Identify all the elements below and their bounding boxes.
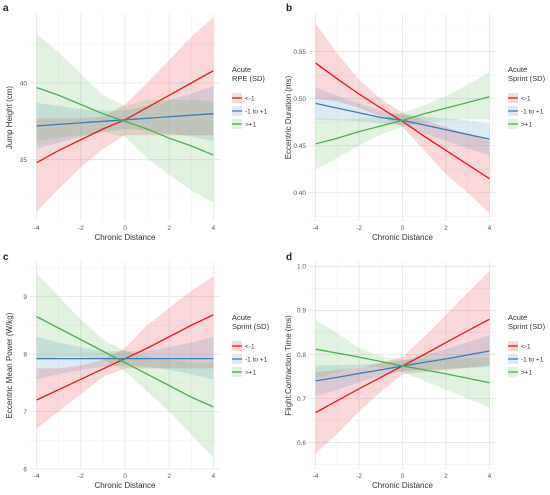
ci-ribbon-2	[36, 273, 214, 458]
ci-ribbon-0	[315, 270, 490, 454]
x-axis-label: Chronic Distance	[372, 233, 433, 242]
y-tick-label: 35	[20, 157, 28, 164]
legend-label: <-1	[521, 96, 531, 103]
x-tick-label: 0	[123, 225, 127, 232]
gridlines	[309, 14, 496, 221]
legend-label: <-1	[245, 96, 255, 103]
y-tick-label: 40	[20, 80, 28, 87]
legend-label: -1 to +1	[521, 109, 544, 116]
y-tick-label: 0.50	[293, 96, 306, 103]
series-line-2	[315, 96, 490, 145]
y-tick-label: 1.0	[297, 264, 306, 271]
x-tick-label: -4	[313, 473, 319, 480]
x-tick-label: 4	[212, 473, 216, 480]
y-axis-label: Eccentric Mean Power (W/kg)	[5, 312, 14, 418]
panel-tag: c	[3, 252, 9, 263]
legend-title: Acute	[508, 313, 527, 322]
x-tick-label: 2	[444, 473, 448, 480]
ci-ribbon-2	[315, 319, 490, 408]
y-tick-label: 0.9	[297, 308, 306, 315]
x-axis-label: Chronic Distance	[95, 233, 156, 242]
ci-ribbon-0	[36, 17, 214, 212]
legend-label: >+1	[245, 370, 257, 377]
panel-tag: d	[286, 252, 292, 263]
series-line-1	[36, 113, 214, 127]
x-tick-label: 0	[123, 473, 127, 480]
ci-ribbon-0	[315, 23, 490, 214]
panel-b: b -4 -2 0 2 4 0.40 0.45 0.50 0.55 Chronic Distance…	[284, 3, 546, 242]
legend-title: Sprint (SD)	[232, 322, 270, 331]
legend-title: Acute	[232, 65, 251, 74]
panel-tag: b	[286, 3, 292, 14]
series-line-2	[315, 348, 490, 384]
x-tick-label: 2	[167, 473, 171, 480]
panel-d: d -4 -2 0 2 4 0.6 0.7 0.8 0.9 1.0 Chronic Distance F…	[284, 252, 546, 490]
legend-title: Acute	[232, 313, 251, 322]
y-axis-label: Jump Height (cm)	[5, 86, 14, 149]
x-tick-label: -2	[356, 473, 362, 480]
x-axis-label: Chronic Distance	[95, 481, 156, 490]
x-tick-label: -4	[313, 225, 319, 232]
y-tick-label: 0.55	[293, 49, 306, 56]
legend-label: -1 to +1	[245, 109, 268, 116]
x-tick-label: 4	[488, 225, 492, 232]
ci-ribbon-1	[36, 86, 214, 149]
x-tick-label: -2	[356, 225, 362, 232]
x-tick-label: -2	[78, 225, 84, 232]
panel-a: a -4 -2 0 2 4 35 40 Chronic Distance Jump Height …	[3, 3, 268, 242]
legend-title: Acute	[508, 65, 527, 74]
series-line-0	[315, 62, 490, 180]
x-tick-label: -2	[78, 473, 84, 480]
ci-ribbon-0	[36, 276, 214, 429]
y-tick-label: 0.8	[297, 352, 306, 359]
legend-label: -1 to +1	[521, 357, 544, 364]
legend-label: <-1	[521, 344, 531, 351]
legend-label: >+1	[521, 370, 533, 377]
x-tick-label: 4	[488, 473, 492, 480]
legend-label: >+1	[245, 122, 257, 129]
series-line-2	[36, 316, 214, 408]
y-tick-label: 0.7	[297, 396, 306, 403]
legend-label: >+1	[521, 122, 533, 129]
y-tick-label: 6	[23, 466, 27, 473]
y-tick-label: 0.45	[293, 143, 306, 150]
y-tick-label: 0.40	[293, 190, 306, 197]
x-axis-label: Chronic Distance	[372, 481, 433, 490]
legend-title: Sprint (SD)	[508, 322, 546, 331]
x-tick-label: 0	[401, 225, 405, 232]
x-tick-label: 2	[444, 225, 448, 232]
panel-c: c -4 -2 0 2 4 6 7 8 9 Chronic Distance Eccentric Me…	[3, 252, 270, 490]
legend-title: RPE (SD)	[232, 74, 265, 83]
x-tick-label: 0	[401, 473, 405, 480]
ci-ribbon-2	[36, 33, 214, 203]
x-tick-label: -4	[34, 473, 40, 480]
x-tick-label: -4	[34, 225, 40, 232]
y-tick-label: 9	[23, 294, 27, 301]
y-axis-label: Eccentric Duration (ms)	[284, 75, 293, 159]
gridlines	[30, 262, 220, 470]
panel-tag: a	[3, 3, 9, 14]
x-tick-label: 4	[212, 225, 216, 232]
y-tick-label: 7	[23, 409, 27, 416]
series-line-2	[36, 86, 214, 156]
x-tick-label: 2	[167, 225, 171, 232]
legend-label: <-1	[245, 344, 255, 351]
legend-title: Sprint (SD)	[508, 74, 546, 83]
y-tick-label: 0.6	[297, 440, 306, 447]
legend-label: -1 to +1	[245, 357, 268, 364]
y-axis-label: Flight:Contraction Time (ms)	[284, 315, 293, 416]
y-tick-label: 8	[23, 351, 27, 358]
